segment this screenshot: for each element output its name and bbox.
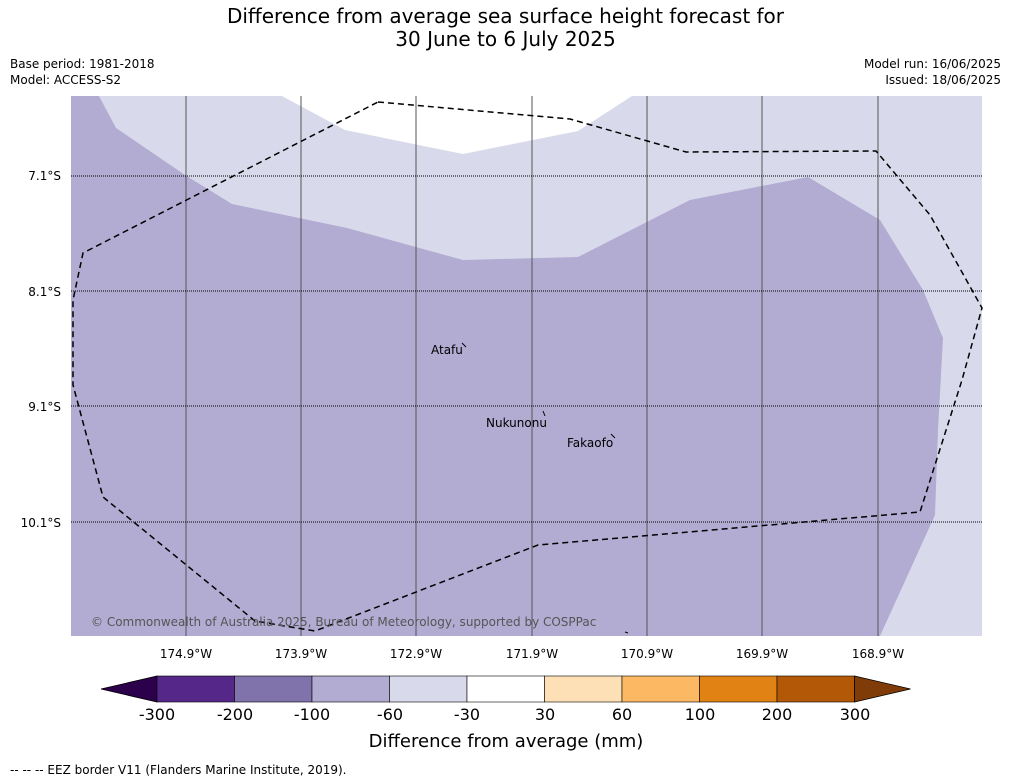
colorbar-tick-label: 30 [535, 705, 555, 724]
meta-right: Model run: 16/06/2025 Issued: 18/06/2025 [864, 56, 1001, 88]
eez-legend: -- -- -- EEZ border V11 (Flanders Marine… [10, 763, 347, 777]
colorbar-segment [466, 675, 545, 703]
colorbar-segment [699, 675, 778, 703]
colorbar-tick-label: 200 [762, 705, 793, 724]
colorbar-tick-label: -30 [454, 705, 480, 724]
meta-left: Base period: 1981-2018 Model: ACCESS-S2 [10, 56, 155, 88]
anomaly-region-medium [71, 96, 943, 636]
colorbar-tick-label: 60 [612, 705, 632, 724]
lon-label: 174.9°W [160, 647, 212, 661]
map-title: Difference from average sea surface heig… [0, 5, 1011, 51]
lat-label: 8.1°S [28, 285, 61, 299]
lat-label: 7.1°S [28, 169, 61, 183]
lon-label: 168.9°W [852, 647, 904, 661]
lon-label: 171.9°W [506, 647, 558, 661]
colorbar-extension-low [100, 675, 158, 703]
colorbar-tick-label: -300 [139, 705, 175, 724]
colorbar-segment [621, 675, 700, 703]
base-period: Base period: 1981-2018 [10, 57, 155, 71]
colorbar-tick-label: -200 [217, 705, 253, 724]
lat-label: 9.1°S [28, 400, 61, 414]
lon-label: 169.9°W [736, 647, 788, 661]
anomaly-region-near-zero [282, 96, 632, 154]
colorbar-tick-label: -100 [294, 705, 330, 724]
colorbar-tick-label: -60 [377, 705, 403, 724]
colorbar-segment [544, 675, 623, 703]
nukunonu-island-shape [542, 410, 546, 417]
colorbar-segment [156, 675, 235, 703]
place-labels: Atafu Nukunonu Fakaofo [431, 343, 613, 450]
place-label-nukunonu: Nukunonu [486, 416, 547, 430]
issued-date: Issued: 18/06/2025 [885, 73, 1001, 87]
atafu-island-shape [461, 342, 467, 348]
colorbar-tick-labels: -300 -200 -100 -60 -30 30 60 100 200 300 [139, 705, 870, 724]
copyright-notice: © Commonwealth of Australia 2025, Bureau… [91, 615, 596, 629]
colorbar-segment [776, 675, 855, 703]
island-outlines [461, 342, 629, 634]
colorbar-extension-high [854, 675, 911, 703]
title-line-2: 30 June to 6 July 2025 [395, 27, 616, 51]
lon-label: 173.9°W [275, 647, 327, 661]
swains-island-shape [624, 631, 629, 634]
title-line-1: Difference from average sea surface heig… [226, 4, 785, 28]
place-label-fakaofo: Fakaofo [567, 436, 613, 450]
colorbar-tick-label: 100 [685, 705, 716, 724]
lon-label: 170.9°W [621, 647, 673, 661]
colorbar-segment [311, 675, 390, 703]
colorbar-segment [234, 675, 313, 703]
latitude-labels: 7.1°S 8.1°S 9.1°S 10.1°S [21, 169, 61, 530]
fakaofo-island-shape [610, 433, 616, 439]
model-run: Model run: 16/06/2025 [863, 57, 1001, 71]
colorbar [100, 675, 911, 703]
lon-label: 172.9°W [390, 647, 442, 661]
colorbar-segment [389, 675, 468, 703]
longitude-labels: 174.9°W 173.9°W 172.9°W 171.9°W 170.9°W … [160, 647, 904, 661]
colorbar-tick-label: 300 [840, 705, 871, 724]
longitude-gridlines [185, 96, 879, 636]
eez-border [72, 101, 983, 632]
lat-label: 10.1°S [21, 516, 61, 530]
colorbar-title: Difference from average (mm) [369, 731, 644, 752]
place-label-atafu: Atafu [431, 343, 463, 357]
map-panel [71, 96, 982, 636]
model-name: Model: ACCESS-S2 [10, 73, 122, 87]
